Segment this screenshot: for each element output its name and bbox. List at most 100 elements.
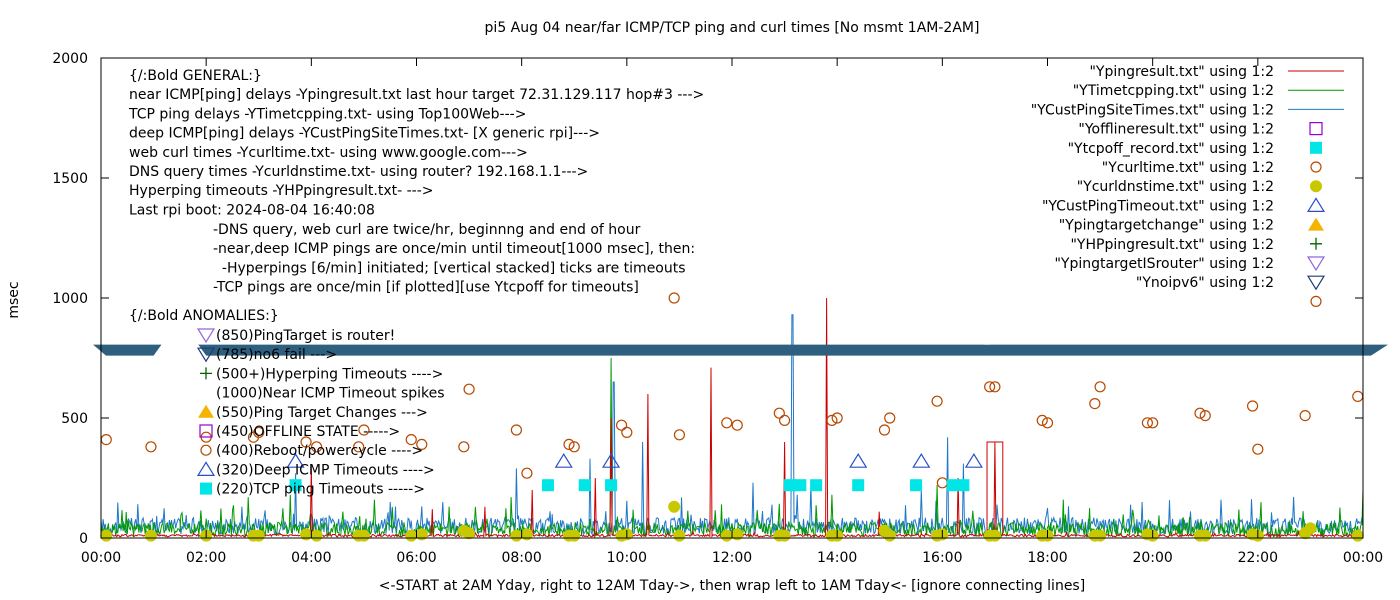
point-circle-open <box>405 434 417 446</box>
point-circle-filled <box>100 529 113 542</box>
legend-symbol <box>1310 237 1322 250</box>
anomaly-symbol <box>196 461 216 476</box>
point-circle-filled <box>568 529 581 542</box>
note-line: -near,deep ICMP pings are once/min until… <box>213 241 695 257</box>
point-circle-open <box>145 441 157 453</box>
point-circle-open <box>253 426 265 438</box>
point-circle-open <box>984 381 996 393</box>
legend-label: "YCustPingSiteTimes.txt" using 1:2 <box>1031 102 1274 118</box>
point-circle-filled <box>720 529 733 542</box>
legend-label: "YpingtargetISrouter" using 1:2 <box>1054 256 1274 272</box>
x-tick-label: 02:00 <box>186 550 226 566</box>
point-circle-open <box>1252 443 1264 455</box>
legend-symbol <box>1310 295 1322 307</box>
note-line: -Hyperpings [6/min] initiated; [vertical… <box>213 260 686 276</box>
point-triangle-open <box>964 453 983 468</box>
point-circle-filled <box>883 529 896 542</box>
point-triangle-open <box>601 453 621 468</box>
point-circle-filled <box>1351 529 1364 542</box>
point-circle-open <box>773 407 785 419</box>
x-tick-label: 08:00 <box>501 550 541 566</box>
point-triangle-open <box>912 453 931 468</box>
x-tick-label: 22:00 <box>1238 550 1278 566</box>
x-tick-label: 04:00 <box>291 550 331 566</box>
general-line: Hyperping timeouts -YHPpingresult.txt- -… <box>129 183 434 199</box>
general-line: TCP ping delays -YTimetcpping.txt- using… <box>128 106 526 122</box>
point-triangle-open <box>554 453 573 468</box>
timeout-band-left <box>93 344 162 356</box>
y-axis-label: msec <box>6 281 22 318</box>
point-circle-filled <box>1094 529 1107 542</box>
point-square-filled <box>957 479 970 492</box>
point-circle-filled <box>673 529 686 542</box>
legend-symbol <box>1306 275 1326 291</box>
point-square-filled <box>852 479 865 492</box>
x-tick-label: 00:00 <box>1343 550 1383 566</box>
anomaly-label: (550)Ping Target Changes ---> <box>216 405 428 421</box>
point-circle-open <box>463 383 475 395</box>
x-tick-label: 18:00 <box>1027 550 1067 566</box>
x-tick-label: 10:00 <box>607 550 647 566</box>
x-tick-label: 14:00 <box>817 550 857 566</box>
point-circle-open <box>1352 390 1364 402</box>
note-line: -DNS query, web curl are twice/hr, begin… <box>213 222 641 238</box>
point-circle-open <box>668 292 680 304</box>
anomaly-label: (850)PingTarget is router! <box>216 328 395 344</box>
general-line: near ICMP[ping] delays -Ypingresult.txt … <box>129 87 704 103</box>
legend-symbol <box>1310 161 1322 173</box>
y-tick-label: 0 <box>79 531 88 547</box>
point-circle-open <box>989 381 1001 393</box>
y-tick-label: 500 <box>61 411 88 427</box>
point-circle-open <box>458 441 470 453</box>
point-circle-filled <box>778 529 791 542</box>
general-line: deep ICMP[ping] delays -YCustPingSiteTim… <box>129 126 600 142</box>
legend-label: "YHPpingresult.txt" using 1:2 <box>1070 237 1274 253</box>
chart-title: pi5 Aug 04 near/far ICMP/TCP ping and cu… <box>485 20 980 36</box>
point-square-filled <box>289 479 302 492</box>
anomaly-symbol <box>200 444 212 456</box>
point-circle-filled <box>510 529 523 542</box>
anomalies-title: {/:Bold ANOMALIES:} <box>129 308 279 324</box>
point-circle-open <box>563 438 575 450</box>
anomaly-label: (785)no6 fail ---> <box>216 347 337 363</box>
point-circle-open <box>1094 381 1106 393</box>
anomaly-label: (400)Reboot/powercycle ----> <box>216 443 423 459</box>
anomaly-label: (220)TCP ping Timeouts -----> <box>216 482 425 498</box>
point-circle-open <box>358 424 370 436</box>
legend-label: "Ycurldnstime.txt" using 1:2 <box>1077 179 1274 195</box>
anomaly-label: (500+)Hyperping Timeouts ----> <box>216 366 443 382</box>
point-triangle-open <box>286 453 305 468</box>
point-circle-open <box>1041 417 1054 429</box>
timeout-band-gap <box>984 340 991 345</box>
legend-symbol <box>1306 197 1326 212</box>
point-circle-open <box>1036 414 1048 426</box>
x-tick-label: 20:00 <box>1132 550 1172 566</box>
general-line: Last rpi boot: 2024-08-04 16:40:08 <box>129 202 375 218</box>
x-tick-label: 12:00 <box>712 550 752 566</box>
legend-symbol <box>1306 256 1326 272</box>
point-square-filled <box>946 479 959 492</box>
point-circle-open <box>310 441 323 453</box>
general-line: web curl times -Ycurltime.txt- using www… <box>129 145 528 161</box>
legend-label: "Ycurltime.txt" using 1:2 <box>1102 160 1274 176</box>
x-tick-label: 06:00 <box>396 550 436 566</box>
legend-label: "YTimetcpping.txt" using 1:2 <box>1073 83 1274 99</box>
point-circle-filled <box>405 529 418 542</box>
point-square-filled <box>578 479 591 492</box>
point-circle-open <box>521 467 533 479</box>
point-circle-open <box>778 414 791 426</box>
point-square-filled <box>794 479 807 492</box>
general-line: DNS query times -Ycurldnstime.txt- using… <box>129 164 588 180</box>
legend-label: "Yofflineresult.txt" using 1:2 <box>1078 122 1274 138</box>
legend-label: "Ypingresult.txt" using 1:2 <box>1089 64 1274 80</box>
point-circle-open <box>721 417 733 429</box>
point-circle-open <box>936 477 948 489</box>
point-square-filled <box>605 479 618 492</box>
x-axis-label: <-START at 2AM Yday, right to 12AM Tday-… <box>379 578 1085 594</box>
point-circle-open <box>300 436 312 448</box>
point-circle-open <box>1299 410 1311 422</box>
legend-label: "Ynoipv6" using 1:2 <box>1136 275 1274 291</box>
point-circle-open <box>621 426 633 438</box>
point-circle-filled <box>310 529 323 542</box>
